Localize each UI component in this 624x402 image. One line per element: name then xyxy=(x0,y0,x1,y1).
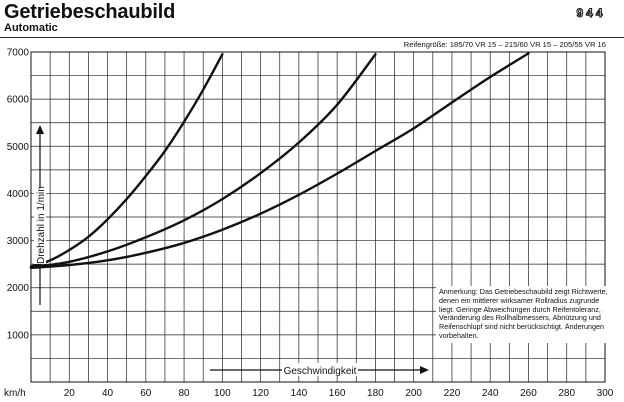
x-tick-label: 280 xyxy=(558,388,575,399)
model-logo-text: 944 xyxy=(576,6,605,20)
x-tick-label: 240 xyxy=(482,388,499,399)
x-tick-label: 100 xyxy=(214,388,231,399)
y-tick-label: 4000 xyxy=(7,189,30,200)
x-axis-label-bg xyxy=(282,363,358,376)
y-tick-label: 1000 xyxy=(7,330,30,341)
y-axis-ticks: 1000 2000 3000 4000 5000 6000 7000 xyxy=(7,48,30,342)
x-tick-label: 200 xyxy=(405,388,422,399)
gear-curves xyxy=(29,52,530,270)
x-tick-label: 40 xyxy=(102,388,114,399)
chart-annotation: Anmerkung: Das Getriebeschaubild zeigt R… xyxy=(436,286,612,343)
page-subtitle: Automatic xyxy=(4,22,58,34)
gear-curve-2 xyxy=(29,53,377,269)
x-tick-label: 300 xyxy=(597,388,614,399)
x-tick-label: 260 xyxy=(520,388,537,399)
y-axis-label-group: Drehzahl in 1/min xyxy=(34,125,47,305)
x-unit-label: km/h xyxy=(4,388,26,399)
y-tick-label: 5000 xyxy=(7,142,30,153)
y-axis-label-bg xyxy=(34,188,46,264)
x-axis-ticks: 20 40 60 80 100 120 140 160 180 200 220 240 260 280 30… xyxy=(64,388,614,399)
y-tick-label: 2000 xyxy=(7,283,30,294)
header-divider xyxy=(0,37,624,38)
y-tick-label: 6000 xyxy=(7,95,30,106)
x-tick-label: 160 xyxy=(329,388,346,399)
x-axis-arrow-head xyxy=(420,366,429,374)
y-tick-label: 3000 xyxy=(7,236,30,247)
tire-size-label: Reifengröße: 185/70 VR 15 – 215/60 VR 15… xyxy=(404,40,606,49)
x-tick-label: 120 xyxy=(252,388,269,399)
x-axis-label: Geschwindigkeit xyxy=(284,366,357,377)
y-axis-label: Drehzahl in 1/min xyxy=(36,186,47,264)
x-tick-label: 80 xyxy=(179,388,191,399)
x-tick-label: 60 xyxy=(140,388,152,399)
model-logo: 944 xyxy=(576,6,605,20)
x-axis-label-group: Geschwindigkeit xyxy=(210,363,429,377)
gear-curve-1 xyxy=(29,53,224,268)
gear-curve-3 xyxy=(29,52,530,270)
x-tick-label: 20 xyxy=(64,388,76,399)
y-axis-arrow-head xyxy=(36,125,44,134)
chart-grid xyxy=(31,52,605,382)
x-tick-label: 140 xyxy=(291,388,308,399)
page-title: Getriebeschaubild xyxy=(4,1,176,23)
x-tick-label: 180 xyxy=(367,388,384,399)
plot-frame xyxy=(30,51,606,383)
y-tick-label: 7000 xyxy=(7,48,30,59)
x-tick-label: 220 xyxy=(444,388,461,399)
